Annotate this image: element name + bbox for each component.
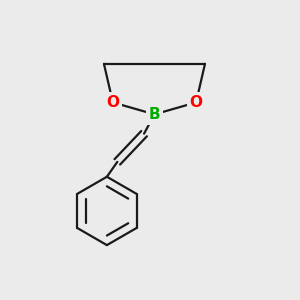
Text: O: O [190,95,202,110]
Text: B: B [148,107,160,122]
Text: O: O [106,95,119,110]
